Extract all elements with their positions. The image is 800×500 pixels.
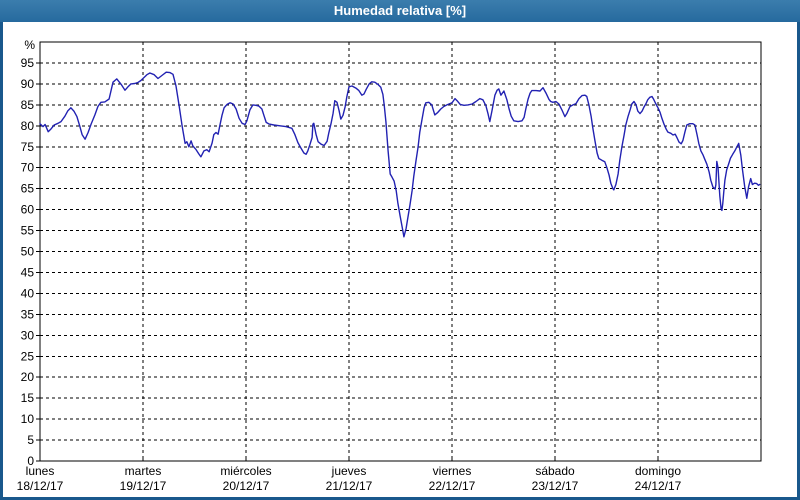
y-axis-label: 10 bbox=[21, 412, 35, 426]
plot-border bbox=[39, 41, 762, 462]
y-axis-label: 95 bbox=[21, 56, 35, 70]
y-axis-label: 15 bbox=[21, 391, 35, 405]
x-day-label: martes bbox=[125, 464, 162, 478]
y-axis-label: 85 bbox=[21, 98, 35, 112]
chart-background bbox=[3, 22, 797, 497]
y-axis-label: 90 bbox=[21, 77, 35, 91]
y-axis-label: 70 bbox=[21, 161, 35, 175]
title-bar bbox=[0, 0, 800, 22]
y-axis-label: 65 bbox=[21, 182, 35, 196]
plot-area: 0 5 10 15 20 25 30 35 40 45 50 55 60 65 70 75 80 85 90 95% l… bbox=[17, 38, 762, 493]
x-day-label: jueves bbox=[331, 464, 367, 478]
x-day-label: domingo bbox=[635, 464, 681, 478]
x-date-label: 23/12/17 bbox=[532, 479, 579, 493]
y-axis-label: 25 bbox=[21, 349, 35, 363]
x-day-label: viernes bbox=[433, 464, 472, 478]
y-axis-label: 55 bbox=[21, 224, 35, 238]
x-date-label: 21/12/17 bbox=[326, 479, 373, 493]
chart-title: Humedad relativa [%] bbox=[334, 3, 466, 18]
x-date-label: 20/12/17 bbox=[223, 479, 270, 493]
x-day-label: lunes bbox=[26, 464, 55, 478]
x-date-label: 22/12/17 bbox=[429, 479, 476, 493]
y-axis-label: 80 bbox=[21, 119, 35, 133]
y-axis-label: 50 bbox=[21, 245, 35, 259]
y-axis-label: 60 bbox=[21, 203, 35, 217]
x-date-label: 19/12/17 bbox=[120, 479, 167, 493]
x-date-label: 24/12/17 bbox=[635, 479, 682, 493]
y-axis-label: 45 bbox=[21, 265, 35, 279]
x-date-label: 18/12/17 bbox=[17, 479, 64, 493]
x-day-label: sábado bbox=[535, 464, 575, 478]
y-axis-label: 40 bbox=[21, 286, 35, 300]
humidity-line bbox=[39, 71, 761, 238]
y-axis-label: 0 bbox=[27, 454, 34, 468]
y-axis-label: 5 bbox=[27, 433, 34, 447]
y-axis-label: 35 bbox=[21, 307, 35, 321]
y-axis-label: 75 bbox=[21, 140, 35, 154]
x-day-label: miércoles bbox=[220, 464, 271, 478]
y-axis-unit-label: % bbox=[24, 38, 35, 52]
y-axis-label: 20 bbox=[21, 370, 35, 384]
y-axis-label: 30 bbox=[21, 328, 35, 342]
